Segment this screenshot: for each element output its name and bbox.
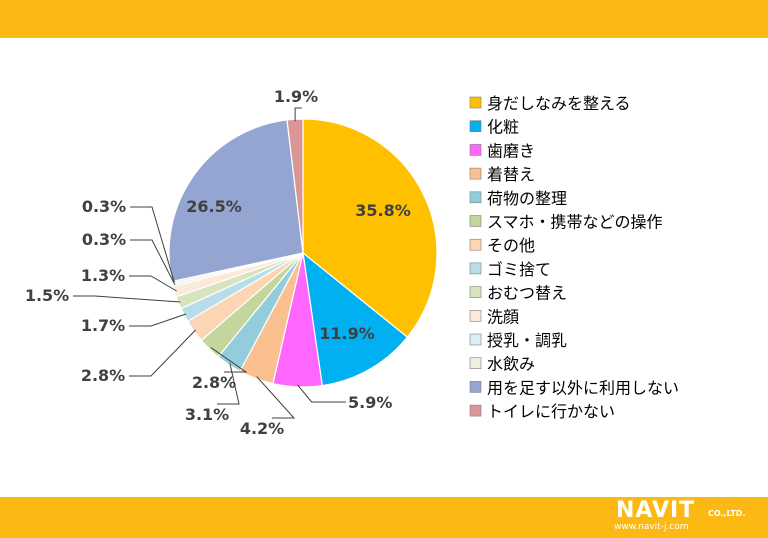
legend-swatch-5 — [469, 191, 482, 204]
legend-swatch-1 — [469, 96, 482, 109]
slice-3-leader-line — [297, 384, 346, 403]
legend-label-7: その他 — [487, 236, 535, 255]
legend-swatch-3 — [469, 144, 482, 156]
slice-3-value-label: 5.9% — [348, 393, 392, 412]
legend-label-5: 荷物の整理 — [487, 189, 567, 208]
slice-8-value-label: 1.7% — [81, 316, 125, 335]
slice-9-leader-line — [73, 295, 181, 303]
slice-7-value-label: 2.8% — [81, 366, 125, 385]
slice-10-value-label: 1.3% — [81, 266, 125, 285]
slice-12-leader-line — [130, 206, 175, 283]
legend-label-10: 洗顔 — [487, 307, 519, 326]
header-bar — [0, 0, 768, 38]
slice-11-value-label: 0.3% — [82, 230, 126, 249]
legend-label-1: 身だしなみを整える — [487, 94, 631, 113]
slice-6-value-label: 2.8% — [192, 373, 236, 392]
legend-label-8: ゴミ捨て — [487, 260, 551, 279]
slice-4-leader-line — [256, 376, 296, 419]
slice-11-leader-line — [130, 239, 176, 285]
slice-14-leader-line — [294, 107, 302, 122]
legend-swatch-6 — [469, 215, 482, 227]
legend-label-13: 用を足す以外に利用しない — [487, 378, 679, 397]
slice-13 — [168, 119, 304, 283]
slice-12-value-label: 0.3% — [82, 197, 126, 216]
legend-swatch-7 — [469, 238, 482, 251]
legend-swatch-14 — [469, 404, 482, 417]
legend-swatch-10 — [469, 309, 482, 322]
legend-label-3: 歯磨き — [487, 141, 535, 160]
slice-14-value-label: 1.9% — [274, 87, 318, 106]
slice-4-value-label: 4.2% — [240, 419, 284, 438]
slice-2 — [302, 251, 409, 387]
data-labels: 35.8% 11.9% 5.9% 4.2% 3.1% 2.8% 2.8% 1.7% 1.5% 1.… — [25, 87, 411, 438]
company-logo: NAVIT CO.,LTD. www.navit-j.com — [608, 500, 758, 534]
logo-company-suffix: CO.,LTD. — [708, 509, 746, 518]
leader-lines — [73, 107, 346, 419]
legend-label-9: おむつ替え — [487, 284, 567, 303]
legend-swatch-11 — [469, 333, 482, 346]
slice-7-leader-line — [129, 329, 197, 377]
footer-bar — [0, 497, 768, 538]
slice-9-value-label: 1.5% — [25, 286, 69, 305]
legend-swatch-13 — [469, 381, 482, 393]
slice-13-value-label: 26.5% — [186, 197, 242, 216]
legend-label-6: スマホ・携帯などの操作 — [487, 213, 663, 232]
slice-5-leader-line — [217, 362, 240, 405]
slice-6-leader-line — [210, 347, 248, 373]
slice-8-leader-line — [129, 313, 187, 327]
legend-label-2: 化粧 — [487, 118, 519, 137]
legend-swatch-2 — [469, 120, 482, 132]
legend-swatch-12 — [469, 357, 482, 370]
legend-label-14: トイレに行かない — [487, 402, 615, 421]
legend-swatch-9 — [469, 286, 482, 298]
legend-swatch-8 — [469, 262, 482, 275]
legend-swatch-4 — [469, 167, 482, 180]
logo-url: www.navit-j.com — [614, 522, 689, 532]
legend-label-12: 水飲み — [487, 355, 535, 374]
legend-label-11: 授乳・調乳 — [487, 331, 567, 350]
slice-1-value-label: 35.8% — [355, 201, 411, 220]
slice-10-leader-line — [129, 275, 177, 292]
pie-slices — [168, 118, 438, 388]
logo-name: NAVIT — [616, 498, 696, 523]
slice-5-value-label: 3.1% — [185, 405, 229, 424]
slice-1 — [302, 118, 438, 338]
slice-2-value-label: 11.9% — [319, 324, 375, 343]
legend: 身だしなみを整える化粧歯磨き着替え荷物の整理スマホ・携帯などの操作その他ゴミ捨て… — [469, 94, 679, 421]
legend-label-4: 着替え — [487, 165, 535, 184]
